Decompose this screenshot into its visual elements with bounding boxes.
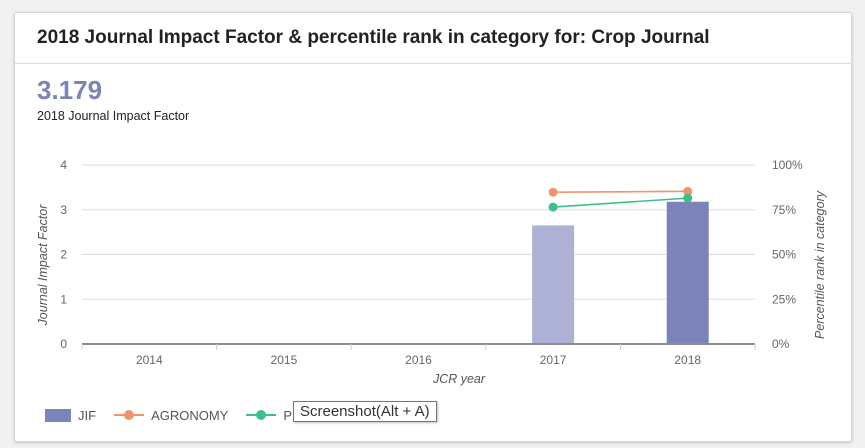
y-right-tick-label: 75% (772, 203, 796, 217)
y-right-tick-label: 50% (772, 248, 796, 262)
bar-jif-2018 (666, 201, 709, 344)
legend-swatch-agronomy (114, 408, 145, 422)
series-line-agronomy (553, 190, 688, 194)
legend-label-jif: JIF (78, 407, 97, 423)
x-tick-label: 2018 (674, 353, 701, 367)
jif-caption: 2018 Journal Impact Factor (37, 109, 190, 123)
y-tick-label: 1 (60, 292, 67, 306)
series-point-pl (683, 193, 693, 203)
y-axis-title: Journal Impact Factor (36, 204, 50, 327)
jif-value: 3.179 (37, 75, 103, 105)
y-tick-label: 4 (60, 158, 67, 172)
x-tick-label: 2014 (136, 353, 163, 367)
legend-label-agronomy: AGRONOMY (151, 407, 229, 423)
x-tick-label: 2017 (540, 353, 567, 367)
legend-swatch-pl (246, 408, 277, 422)
series-point-agronomy (683, 186, 693, 196)
y-tick-label: 2 (60, 248, 67, 262)
chart-legend: JIF AGRONOMY PL (45, 405, 299, 425)
card-header: 2018 Journal Impact Factor & percentile … (15, 13, 851, 64)
series-line-pl (553, 197, 688, 208)
x-axis-title: JCR year (432, 372, 486, 386)
jif-card: 2018 Journal Impact Factor & percentile … (14, 12, 852, 442)
legend-item-agronomy[interactable]: AGRONOMY (114, 408, 228, 423)
y-right-tick-label: 25% (772, 292, 796, 306)
x-tick-label: 2015 (271, 353, 298, 367)
series-point-agronomy (548, 187, 558, 197)
y-tick-label: 3 (60, 203, 67, 217)
y-tick-label: 0 (60, 337, 67, 351)
legend-item-jif[interactable]: JIF (45, 408, 96, 423)
y-right-tick-label: 100% (772, 158, 803, 172)
bar-jif-2017 (532, 225, 575, 344)
card-title: 2018 Journal Impact Factor & percentile … (37, 27, 710, 48)
y-right-tick-label: 0% (772, 337, 790, 351)
series-point-pl (548, 202, 558, 212)
screenshot-tooltip: Screenshot(Alt + A) (293, 401, 437, 422)
x-tick-label: 2016 (405, 353, 432, 367)
legend-swatch-jif (45, 408, 71, 422)
y-right-axis-title: Percentile rank in category (813, 190, 827, 339)
